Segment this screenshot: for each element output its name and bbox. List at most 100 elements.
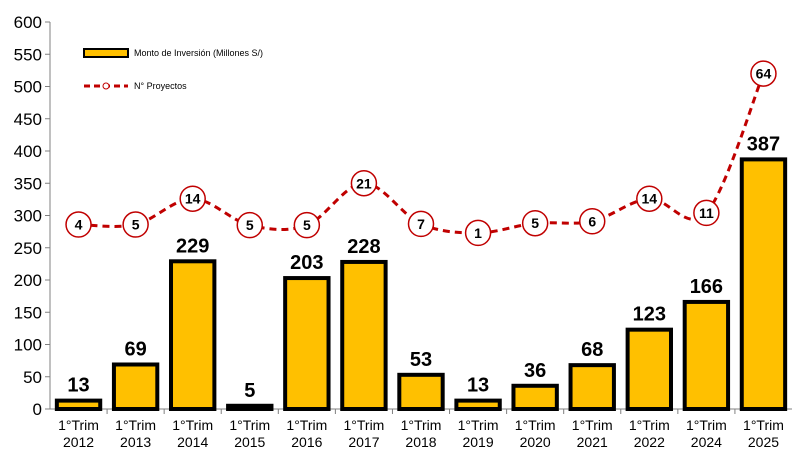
- line-point-label: 7: [417, 216, 425, 232]
- legend-swatch-marker: [102, 82, 110, 90]
- x-tick-label-year: 2015: [234, 434, 265, 450]
- bar-value-label: 5: [244, 380, 255, 402]
- bar-value-label: 166: [690, 276, 723, 298]
- x-tick-label: 1°Trim: [229, 417, 270, 433]
- line-point-marker: [293, 211, 321, 239]
- line-point-marker: [750, 60, 777, 87]
- bar: [682, 299, 731, 411]
- bar-value-label: 387: [747, 133, 780, 155]
- bar-value-label: 36: [524, 360, 546, 382]
- line-series: 4 5 14 5 5 21 7 1 5 6 14 11 64: [65, 60, 777, 247]
- x-tick-label-year: 2022: [634, 434, 665, 450]
- x-tick-label-year: 2020: [520, 434, 551, 450]
- bar-value-label: 68: [581, 339, 603, 361]
- x-tick-label-year: 2014: [177, 434, 208, 450]
- line-point-label: 21: [356, 175, 372, 191]
- line-point-label: 5: [531, 215, 539, 231]
- y-tick-label: 550: [14, 45, 42, 64]
- x-tick-label-year: 2024: [691, 434, 722, 450]
- bar: [54, 398, 103, 411]
- y-tick-label: 100: [14, 336, 42, 355]
- bar: [340, 259, 388, 411]
- line-point-label: 5: [303, 217, 311, 233]
- line-point-marker: [521, 209, 549, 237]
- legend-label-bar: Monto de Inversión (Millones S/): [134, 48, 263, 58]
- line-point-label: 4: [75, 217, 83, 233]
- y-tick-label: 0: [33, 400, 42, 419]
- axes: 0 50 100 150 200 250 300 350 400 450 500 550 600 1°Tr…: [14, 13, 792, 450]
- bar: [283, 276, 331, 411]
- line-point-marker: [350, 170, 378, 197]
- x-tick-label: 1°Trim: [401, 417, 442, 433]
- y-tick-label: 250: [14, 239, 42, 258]
- bar: [169, 259, 217, 412]
- bar-value-label: 13: [467, 375, 489, 397]
- bar: [397, 372, 445, 412]
- x-tick-label: 1°Trim: [115, 417, 156, 433]
- bar: [511, 383, 559, 411]
- line-point-marker: [578, 208, 606, 235]
- bar-value-label: 228: [347, 236, 380, 258]
- x-tick-label-year: 2013: [120, 434, 151, 450]
- labels: 13 69 229 5 203 228 53 13 36 68 123 166 387: [67, 133, 780, 401]
- projects-line: [78, 73, 765, 235]
- bar: [111, 362, 160, 411]
- y-tick-label: 200: [14, 271, 42, 290]
- line-point-label: 11: [699, 205, 714, 221]
- line-point-marker: [407, 210, 435, 238]
- y-tick-label: 150: [14, 303, 42, 322]
- x-tick-label: 1°Trim: [458, 417, 499, 433]
- bar-value-label: 123: [633, 304, 666, 326]
- line-point-label: 5: [246, 217, 254, 233]
- line-point-marker: [693, 199, 720, 227]
- x-tick-label: 1°Trim: [629, 417, 670, 433]
- y-tick-label: 400: [14, 142, 42, 161]
- legend: Monto de Inversión (Millones S/) N° Proy…: [83, 48, 263, 91]
- y-tick-label: 300: [14, 207, 42, 226]
- line-point-label: 1: [474, 225, 482, 241]
- y-tick-label: 600: [14, 13, 42, 32]
- line-point-marker: [65, 211, 92, 238]
- bar: [226, 403, 274, 411]
- x-tick-label: 1°Trim: [743, 417, 784, 433]
- line-point-marker: [236, 211, 264, 239]
- line-point-marker: [636, 185, 663, 212]
- x-tick-label-year: 2018: [405, 434, 436, 450]
- x-tick-label-year: 2016: [291, 434, 322, 450]
- bar-value-label: 203: [290, 252, 323, 274]
- x-tick-label: 1°Trim: [686, 417, 727, 433]
- x-tick-label: 1°Trim: [515, 417, 556, 433]
- legend-swatch-bar: [83, 48, 129, 58]
- x-tick-label-year: 2017: [348, 434, 379, 450]
- x-tick-label: 1°Trim: [172, 417, 213, 433]
- line-point-label: 14: [185, 191, 201, 207]
- bar: [568, 363, 616, 412]
- x-tick-label-year: 2021: [577, 434, 608, 450]
- y-tick-label: 500: [14, 78, 42, 97]
- x-tick-label: 1°Trim: [286, 417, 327, 433]
- x-tick-label-year: 2019: [462, 434, 493, 450]
- line-point-label: 5: [132, 217, 140, 233]
- bar: [454, 398, 502, 411]
- bar-value-label: 13: [67, 375, 89, 397]
- bars: [54, 157, 788, 412]
- x-tick-label: 1°Trim: [58, 417, 99, 433]
- line-point-marker: [122, 211, 149, 238]
- bar-value-label: 69: [124, 338, 146, 360]
- legend-label-line: N° Proyectos: [134, 81, 187, 91]
- x-tick-label: 1°Trim: [343, 417, 384, 433]
- x-tick-label-year: 2025: [748, 434, 779, 450]
- y-tick-label: 350: [14, 174, 42, 193]
- bar: [739, 157, 788, 411]
- bar-value-label: 229: [176, 235, 209, 257]
- line-point-marker: [179, 185, 206, 212]
- bar: [625, 327, 673, 412]
- y-tick-label: 50: [23, 368, 42, 387]
- line-point-marker: [464, 219, 492, 247]
- y-tick-label: 450: [14, 110, 42, 129]
- x-tick-label: 1°Trim: [572, 417, 613, 433]
- line-point-label: 6: [588, 213, 596, 229]
- line-point-label: 14: [642, 191, 658, 207]
